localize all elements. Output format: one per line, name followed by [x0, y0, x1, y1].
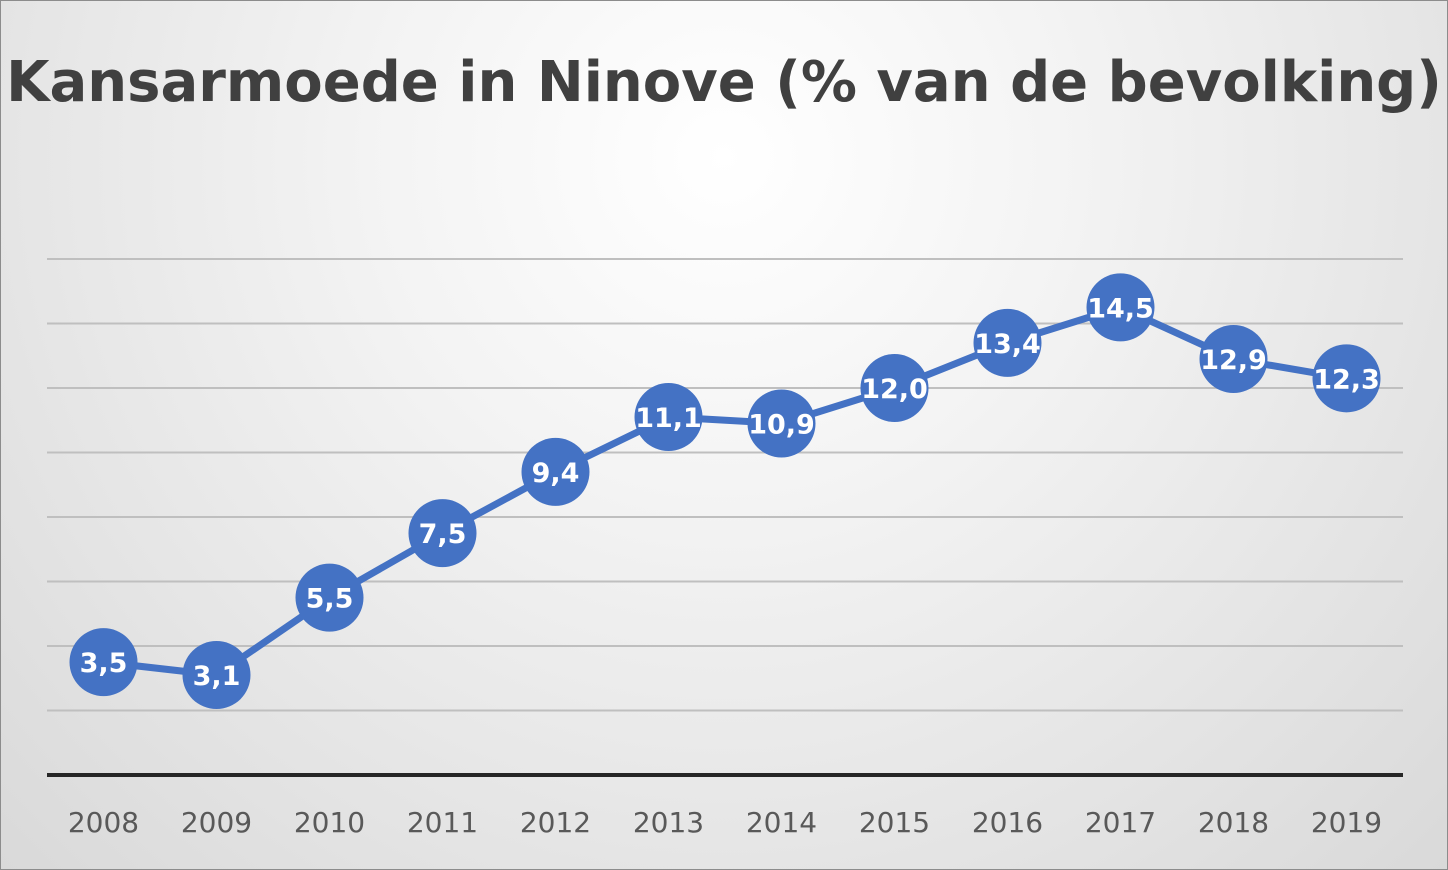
data-point: [408, 499, 477, 568]
data-label: 7,5: [419, 519, 467, 550]
x-tick-label: 2013: [633, 806, 704, 839]
data-point: [860, 354, 929, 422]
gridlines: [47, 258, 1403, 712]
x-tick-label: 2012: [520, 806, 591, 839]
data-point: [973, 308, 1042, 377]
data-point: [747, 389, 816, 458]
data-label: 12,3: [1313, 364, 1380, 395]
data-label: 11,1: [635, 403, 702, 434]
x-tick-label: 2018: [1198, 806, 1269, 839]
chart-title: Kansarmoede in Ninove (% van de bevolkin…: [6, 50, 1442, 115]
data-label: 10,9: [748, 409, 815, 440]
x-tick-labels: 2008 2009 2010 2011 2012 2013 2014 2015 2016 2017…: [68, 806, 1382, 839]
x-tick-label: 2009: [181, 806, 252, 839]
data-point: [1086, 273, 1155, 342]
data-point: [69, 628, 138, 697]
data-point: [634, 383, 703, 452]
data-point: [295, 563, 364, 632]
x-tick-label: 2015: [859, 806, 930, 839]
data-point: [182, 641, 251, 710]
data-point: [1312, 344, 1381, 413]
x-tick-label: 2019: [1311, 806, 1382, 839]
data-label: 3,5: [80, 648, 128, 679]
data-label: 13,4: [974, 329, 1041, 360]
series-line: [103, 303, 1348, 679]
x-tick-label: 2017: [1085, 806, 1156, 839]
data-label: 5,5: [306, 584, 354, 615]
data-label: 12,9: [1200, 345, 1267, 376]
x-tick-label: 2014: [746, 806, 817, 839]
data-label: 12,0: [861, 374, 928, 405]
data-label: 14,5: [1087, 293, 1154, 324]
x-tick-label: 2011: [407, 806, 478, 839]
data-label: 9,4: [532, 458, 580, 489]
data-point: [521, 437, 590, 506]
data-label: 3,1: [193, 661, 241, 692]
data-point: [1199, 324, 1268, 393]
x-tick-label: 2010: [294, 806, 365, 839]
x-tick-label: 2016: [972, 806, 1043, 839]
data-markers: 3,5 3,1 5,5 7,5 9,4 11,1 10,9 12,0 13,4 14,5 12,9 1…: [69, 273, 1381, 710]
x-tick-label: 2008: [68, 806, 139, 839]
